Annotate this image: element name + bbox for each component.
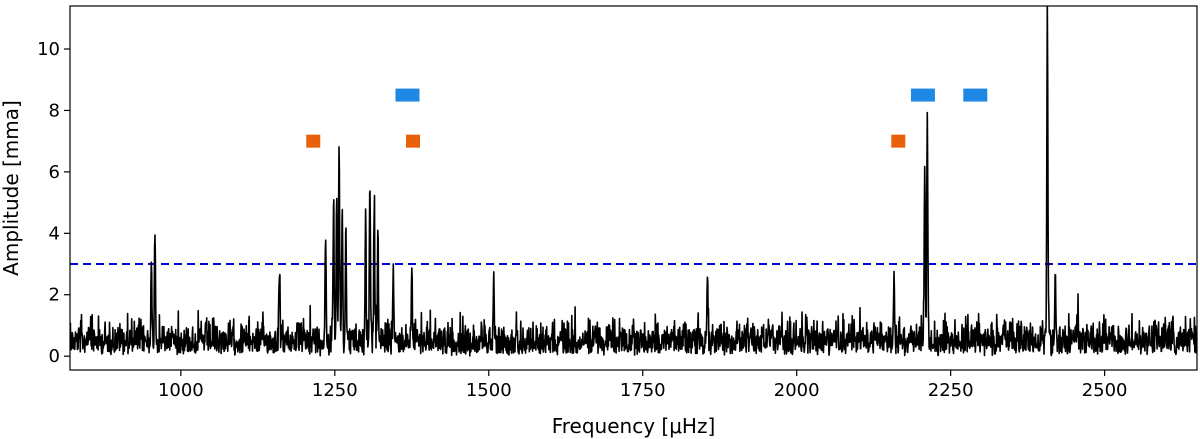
x-tick-label: 1250 bbox=[312, 380, 358, 401]
y-axis-title: Amplitude [mma] bbox=[0, 100, 23, 276]
y-tick-label: 8 bbox=[49, 100, 60, 121]
orange-mode-marker bbox=[306, 134, 321, 148]
plot-frame bbox=[69, 5, 1198, 371]
x-tick-label: 2000 bbox=[774, 380, 820, 401]
plot-area bbox=[69, 5, 1198, 371]
spectrum-line bbox=[70, 6, 1197, 357]
x-tick-label: 1500 bbox=[466, 380, 512, 401]
x-tick-label: 1000 bbox=[158, 380, 204, 401]
x-axis-title: Frequency [μHz] bbox=[552, 414, 716, 438]
orange-mode-marker bbox=[891, 134, 906, 148]
blue-mode-marker bbox=[910, 88, 935, 102]
y-tick-label: 0 bbox=[49, 346, 60, 367]
y-tick-label: 4 bbox=[49, 223, 60, 244]
blue-mode-marker bbox=[395, 88, 420, 102]
orange-mode-marker bbox=[406, 134, 421, 148]
spectrum-layer bbox=[70, 6, 1197, 357]
blue-mode-marker bbox=[963, 88, 988, 102]
x-tick-label: 2250 bbox=[928, 380, 974, 401]
y-tick-label: 10 bbox=[37, 39, 60, 60]
x-axis: 1000 1250 1500 1750 2000 2250 2500 bbox=[158, 370, 1128, 401]
x-tick-label: 2500 bbox=[1082, 380, 1128, 401]
y-axis: 0 2 4 6 8 10 bbox=[37, 39, 70, 367]
y-tick-label: 2 bbox=[49, 285, 60, 306]
marker-layer bbox=[306, 88, 988, 148]
y-tick-label: 6 bbox=[49, 162, 60, 183]
x-tick-label: 1750 bbox=[620, 380, 666, 401]
